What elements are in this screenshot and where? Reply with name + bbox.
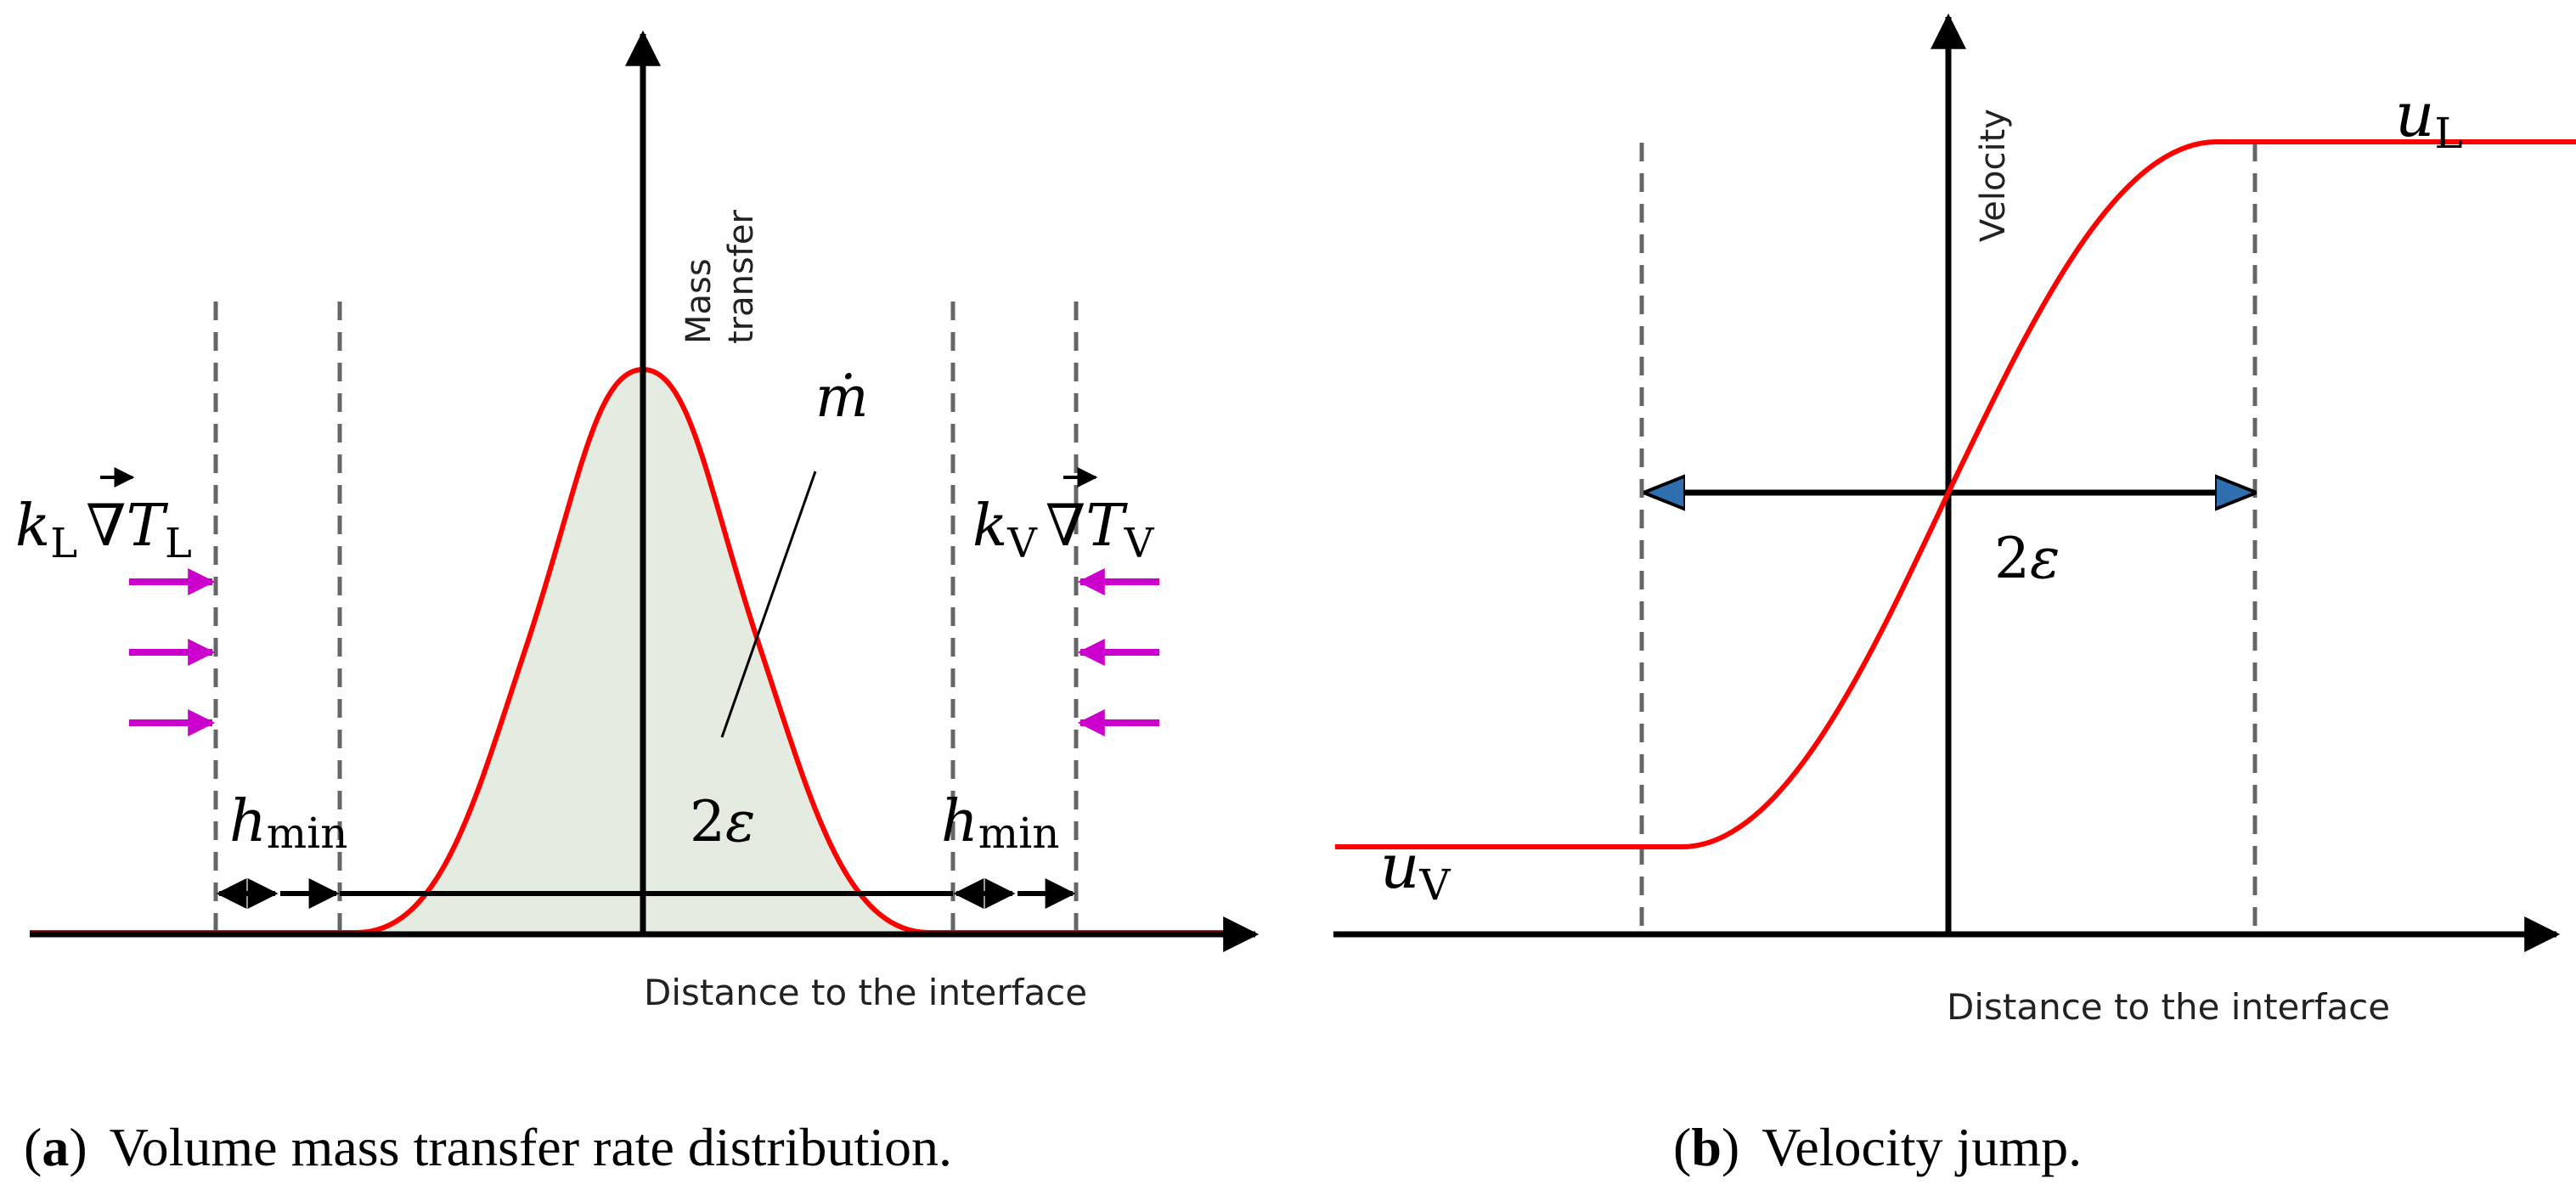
right-flux-label: kV ∇TV (972, 493, 1155, 567)
caption-b: (b) Velocity jump. (1673, 1117, 2082, 1177)
x-axis-label-a: Distance to the interface (644, 972, 1087, 1013)
hmin-right-sub: min (978, 809, 1060, 858)
left-T: T (127, 493, 169, 560)
caption-b-letter: b (1691, 1117, 1722, 1177)
mdot-leader-line (720, 471, 817, 738)
y-axis-label-a-line2: transfer (722, 209, 761, 344)
caption-a: (a) Volume mass transfer rate distributio… (24, 1117, 952, 1177)
caption-a-letter: a (42, 1117, 69, 1177)
left-flux-label: kL ∇TL (15, 493, 192, 567)
uV-u: u (1380, 831, 1419, 902)
width-label-b-num: 2 (1994, 526, 2030, 591)
x-axis-label-b: Distance to the interface (1947, 986, 2390, 1028)
left-nabla: ∇ (86, 493, 126, 560)
left-k-sub: L (50, 520, 77, 567)
uL-u: u (2395, 79, 2434, 150)
panel-a-mass-transfer: Mass transfer Distance to the interface … (15, 30, 1260, 1013)
y-axis-label-b: Velocity (1974, 109, 2013, 242)
hmin-right-h: h (941, 788, 978, 855)
right-T: T (1085, 493, 1128, 560)
uV-label: uV (1380, 831, 1451, 910)
uL-sub: L (2434, 109, 2462, 158)
right-T-sub: V (1124, 520, 1155, 567)
caption-a-text: Volume mass transfer rate distribution. (110, 1117, 952, 1177)
hmin-left-h: h (229, 788, 267, 855)
width-label-b-eps: ε (2030, 526, 2060, 591)
width-label-a-num: 2 (690, 789, 725, 854)
uL-label: uL (2395, 79, 2463, 158)
right-nabla: ∇ (1046, 493, 1085, 560)
y-axis-label-a-line1: Mass (679, 258, 719, 344)
width-label-a-eps: ε (725, 789, 755, 854)
velocity-curve (1335, 139, 2576, 849)
mdot-label: ṁ (815, 364, 869, 430)
uV-sub: V (1418, 860, 1451, 910)
width-label-b: 2ε (1994, 526, 2060, 591)
left-k: k (15, 493, 50, 560)
caption-b-text: Velocity jump. (1761, 1117, 2082, 1177)
hmin-label-left: hmin (229, 788, 347, 858)
right-k: k (972, 493, 1007, 560)
width-label-a: 2ε (690, 789, 755, 854)
right-k-sub: V (1006, 520, 1038, 567)
panel-b-velocity-jump: Velocity Distance to the interface 2ε uL… (1333, 13, 2576, 1028)
hmin-left-sub: min (267, 809, 348, 858)
hmin-label-right: hmin (941, 788, 1059, 858)
left-T-sub: L (165, 520, 192, 567)
